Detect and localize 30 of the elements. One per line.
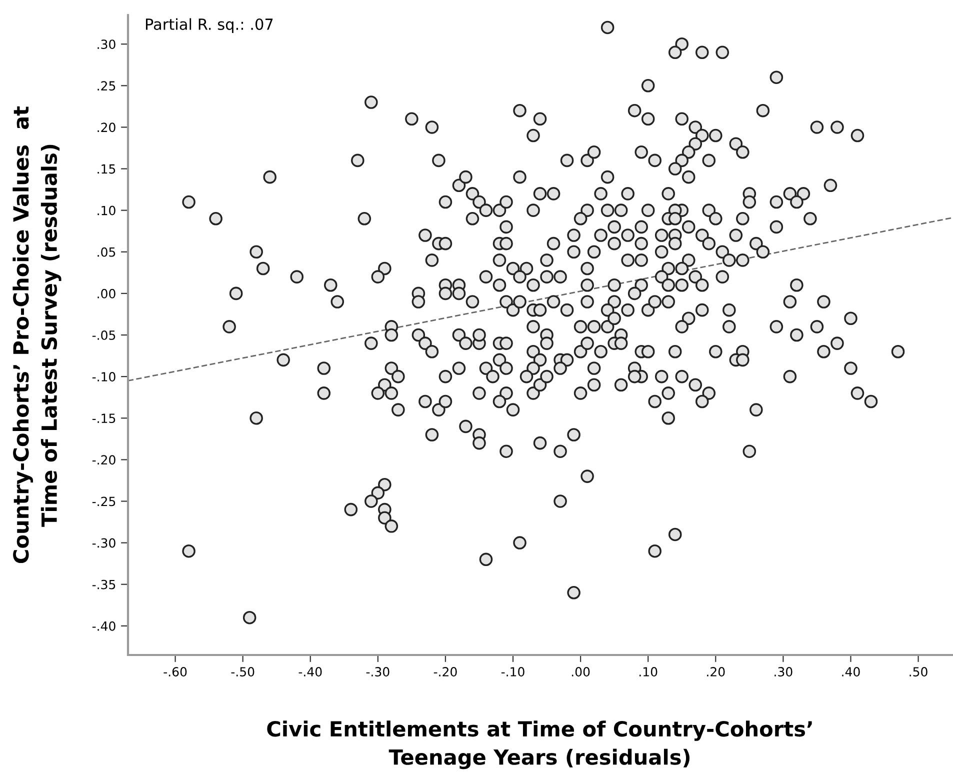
y-tick-label: -.40 (92, 621, 116, 631)
y-axis-title: Country-Cohorts’ Pro-Choice Values at Time of Latest Survey (resduals) (12, 106, 62, 564)
y-tick-label: -.30 (92, 538, 116, 548)
x-tick-label: .40 (842, 667, 860, 676)
y-tick-label: -.20 (92, 455, 116, 465)
y-tick-label: .15 (98, 164, 116, 174)
x-tick-label: -.20 (434, 667, 457, 676)
y-tick-label: -.05 (92, 330, 116, 340)
y-tick-label: .25 (98, 81, 116, 91)
x-tick-label: -.50 (231, 667, 254, 676)
x-tick-label: -.60 (164, 667, 187, 676)
x-tick-label: -.40 (298, 667, 322, 676)
x-tick-label: -.10 (501, 667, 524, 676)
x-axis-title: Civic Entitlements at Time of Country-Cohorts’ Teenage Years (residuals) (267, 720, 812, 770)
y-tick-label: -.35 (92, 580, 116, 590)
y-tick-label: .10 (98, 206, 116, 216)
annotation: Partial R. sq.: .07 (146, 18, 273, 33)
y-tick-label: .20 (98, 122, 116, 132)
x-tick-label: .20 (707, 667, 725, 676)
y-tick-label: -.25 (92, 496, 116, 506)
x-tick-label: -.30 (366, 667, 390, 676)
y-tick-label: -.15 (92, 414, 116, 424)
y-tick-label: -.10 (92, 372, 116, 382)
y-tick-label: .00 (98, 288, 116, 298)
x-tick-label: .00 (572, 667, 590, 676)
y-tick-label: .05 (98, 247, 116, 257)
x-tick-label: .30 (774, 667, 792, 676)
x-tick-label: .10 (639, 667, 658, 676)
x-tick-label: .50 (910, 667, 928, 676)
y-tick-label: .30 (98, 40, 116, 50)
